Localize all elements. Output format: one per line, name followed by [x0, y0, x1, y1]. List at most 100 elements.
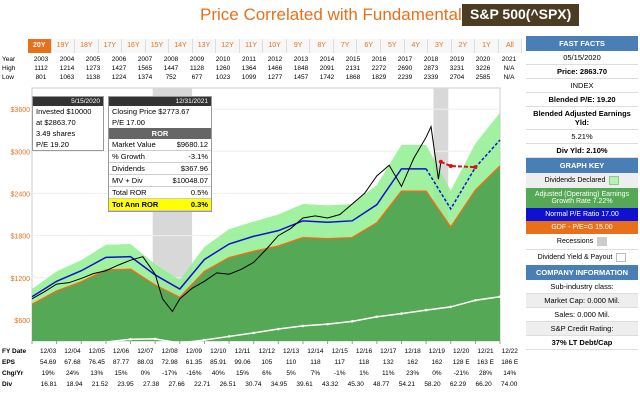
- recessions-swatch-icon: [597, 237, 608, 246]
- low-cell: 1742: [319, 74, 335, 81]
- info-line-2: at $2863.70: [36, 118, 76, 127]
- year-row: Year 2003 2004 2005 2006 2007 2008 2009 2010 2011…: [2, 55, 522, 64]
- tab-14y[interactable]: 14Y: [169, 39, 193, 53]
- key-dividends: Dividends Declared: [526, 173, 638, 188]
- ror-line-2: P/E 17.00: [112, 118, 145, 127]
- div-cell: 66.20: [475, 381, 492, 388]
- projection-point: [438, 159, 443, 164]
- tab-15y[interactable]: 15Y: [145, 39, 170, 53]
- low-cell: 2239: [397, 74, 413, 81]
- dividend-point: [424, 308, 428, 312]
- chg-label: Chg/Yr: [2, 370, 24, 377]
- price-projection-line: [440, 160, 476, 169]
- ror-row: MV + Div $10048.07: [109, 175, 211, 187]
- eps-cell: 54.69: [40, 359, 57, 366]
- year-cell: 2016: [371, 56, 387, 63]
- fy-cell: 12/06: [112, 348, 130, 355]
- year-cell: 2010: [215, 56, 231, 63]
- fy-cell: 12/12: [258, 348, 275, 355]
- low-cell: 1277: [267, 74, 283, 81]
- high-cell: 1260: [215, 65, 231, 72]
- tab-17y[interactable]: 17Y: [98, 39, 123, 53]
- low-cell: 752: [165, 74, 177, 81]
- tab-8y[interactable]: 8Y: [310, 39, 334, 53]
- tab-20y[interactable]: 20Y: [28, 39, 52, 53]
- ror-row: % Growth -3.1%: [109, 151, 211, 163]
- eps-cell: 105: [261, 359, 273, 366]
- div-cell: 22.71: [194, 381, 211, 388]
- tab-6y[interactable]: 6Y: [357, 39, 381, 53]
- year-cell: 2019: [449, 56, 465, 63]
- key-recessions-label: Recessions: [556, 238, 594, 245]
- div-cell: 21.52: [91, 381, 109, 388]
- price-value: Price: 2863.70: [526, 65, 638, 79]
- sidebar: FAST FACTS 05/15/2020 Price: 2863.70 IND…: [526, 36, 638, 350]
- eps-cell: 163 E: [476, 359, 494, 366]
- year-cell: 2009: [189, 56, 205, 63]
- ticker-badge: S&P 500(^SPX): [462, 4, 580, 26]
- year-cell: 2015: [345, 56, 361, 63]
- div-row: Div 16.81 18.94 21.52 23.95 27.38 27.66 22.71 26…: [2, 379, 522, 390]
- tab-4y[interactable]: 4Y: [404, 39, 429, 53]
- tab-2y[interactable]: 2Y: [451, 39, 476, 53]
- key-earnings: Adjusted (Operating) Earnings Growth Rat…: [526, 188, 638, 208]
- eps-cell: 162: [431, 359, 443, 366]
- fy-cell: 12/04: [64, 348, 81, 355]
- y-tick-label: $1200: [11, 276, 31, 283]
- dividends-swatch-icon: [609, 176, 620, 185]
- ror-row-value: $10048.07: [172, 176, 208, 185]
- credit-rating: S&P Credit Rating:: [526, 322, 638, 336]
- tab-1y[interactable]: 1Y: [475, 39, 499, 53]
- date-value: 05/15/2020: [526, 51, 638, 65]
- key-gdf: GDF - P/E=G 15.00: [526, 221, 638, 234]
- tab-11y[interactable]: 11Y: [239, 39, 264, 53]
- fy-cell: 12/11: [234, 348, 251, 355]
- div-cell: 16.81: [40, 381, 57, 388]
- chg-cell: 15%: [236, 370, 250, 377]
- chg-cell: -17%: [162, 370, 178, 377]
- tab-all[interactable]: All: [498, 39, 523, 53]
- dividend-line: [49, 295, 501, 346]
- chg-cell: 11%: [382, 370, 395, 377]
- high-cell: 2873: [423, 65, 439, 72]
- year-cell: 2004: [59, 56, 75, 63]
- fy-cell: 12/09: [185, 348, 203, 355]
- fy-cell: 12/18: [404, 348, 421, 355]
- tab-7y[interactable]: 7Y: [333, 39, 358, 53]
- tab-3y[interactable]: 3Y: [428, 39, 452, 53]
- y-tick-label: $1800: [11, 234, 31, 241]
- tab-18y[interactable]: 18Y: [75, 39, 99, 53]
- tab-12y[interactable]: 12Y: [216, 39, 240, 53]
- tab-9y[interactable]: 9Y: [286, 39, 311, 53]
- low-cell: 801: [35, 74, 47, 81]
- ror-row-value: 0.3%: [190, 200, 208, 209]
- fy-row: FY Date 12/03 12/04 12/05 12/06 12/07 12/08 12/…: [2, 346, 522, 357]
- div-cell: 26.51: [219, 381, 236, 388]
- ror-row-label: Tot Ann ROR: [112, 200, 159, 209]
- high-cell: 1214: [59, 65, 75, 72]
- gdf-line: [31, 165, 501, 306]
- projection-point: [473, 165, 478, 170]
- price-line: [31, 124, 442, 313]
- fy-cell: 12/13: [282, 348, 300, 355]
- low-cell: 1063: [59, 74, 75, 81]
- eps-cell: 85.91: [210, 359, 227, 366]
- tab-19y[interactable]: 19Y: [51, 39, 76, 53]
- year-high-low-table: Year 2003 2004 2005 2006 2007 2008 2009 2010 2011…: [2, 55, 522, 82]
- div-cell: 62.29: [449, 381, 467, 388]
- tab-5y[interactable]: 5Y: [380, 39, 405, 53]
- tab-13y[interactable]: 13Y: [192, 39, 217, 53]
- fy-cell: 12/17: [380, 348, 397, 355]
- tab-16y[interactable]: 16Y: [122, 39, 146, 53]
- div-label: Div: [2, 381, 13, 388]
- chg-cell: 19%: [41, 370, 55, 377]
- chg-cell: 5%: [286, 370, 296, 377]
- ror-row-value: 0.5%: [190, 188, 208, 197]
- ror-row: Market Value $9680.12: [109, 139, 211, 151]
- tab-10y[interactable]: 10Y: [263, 39, 287, 53]
- high-cell: 2131: [345, 65, 361, 72]
- fy-cell: 12/07: [137, 348, 154, 355]
- fy-label: FY Date: [2, 348, 27, 355]
- sales: Sales: 0.000 Mil.: [526, 308, 638, 322]
- fy-cell: 12/15: [331, 348, 348, 355]
